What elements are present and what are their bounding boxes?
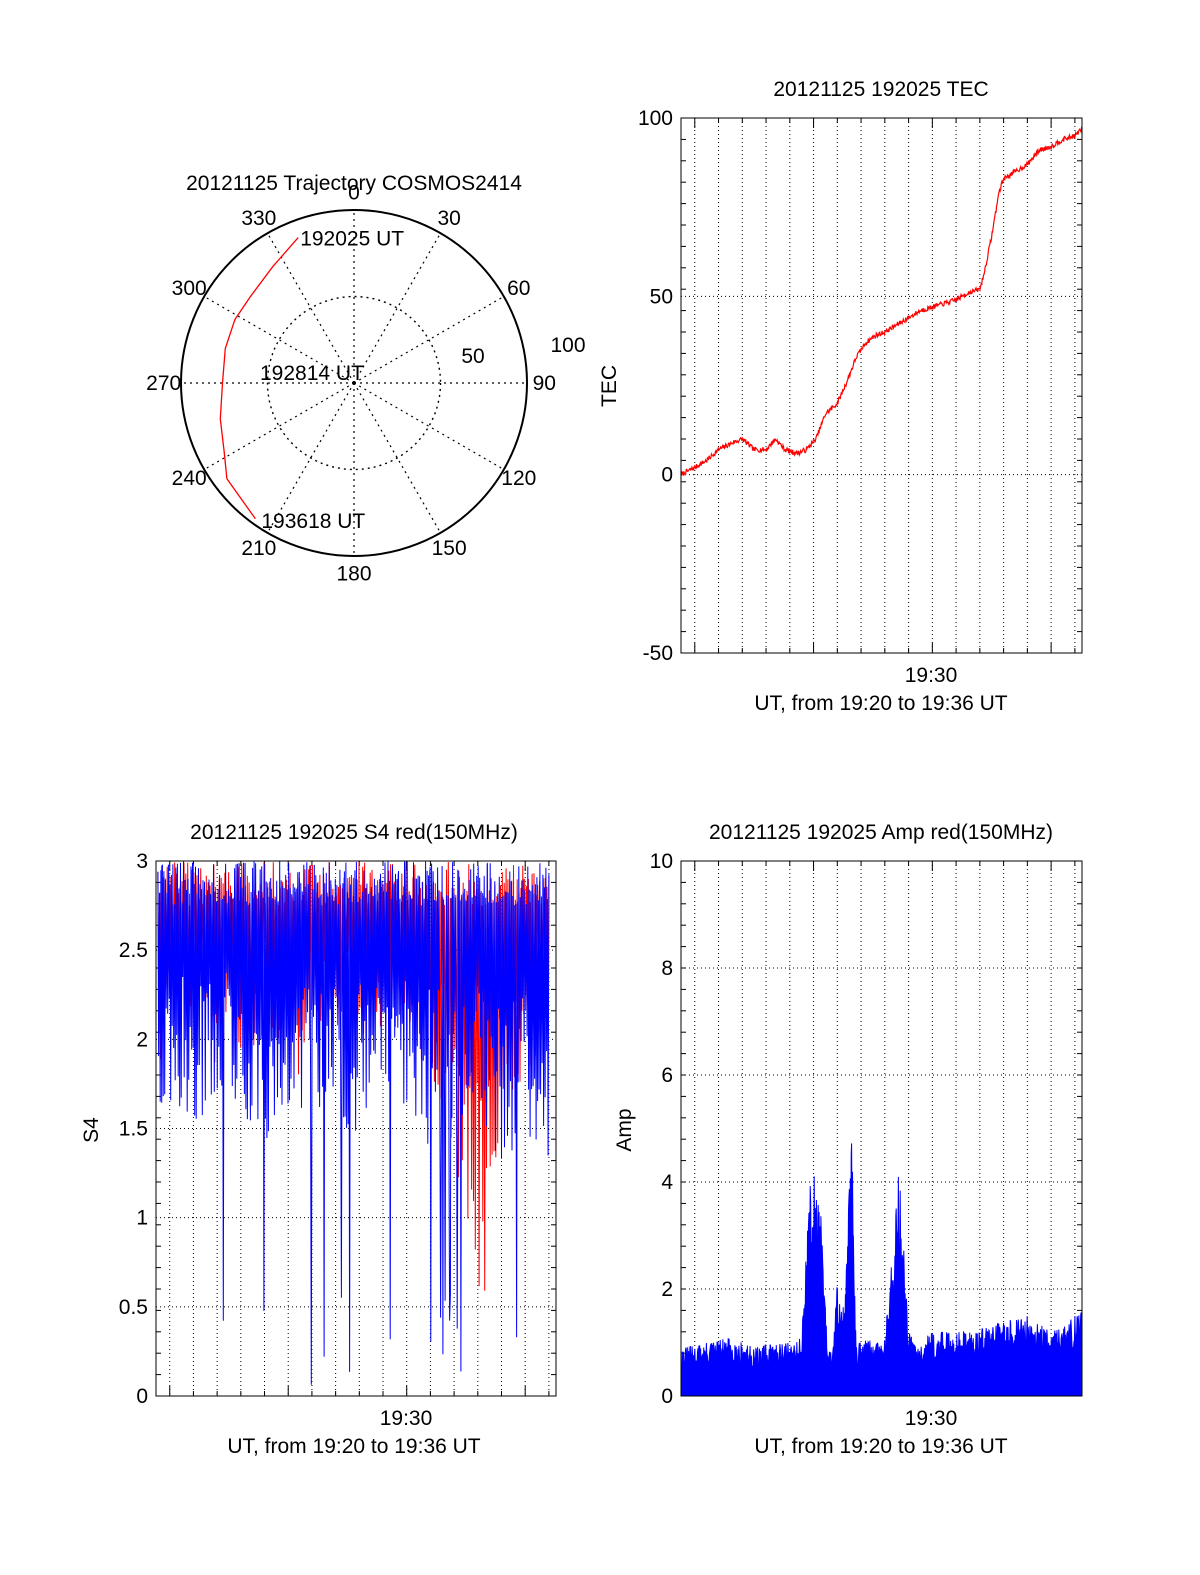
y-tick-label: 2.5	[119, 939, 148, 962]
amp-blue-area	[680, 1143, 1083, 1397]
polar-outer-ring	[180, 209, 528, 557]
s4-series	[157, 861, 550, 1385]
polar-angle-label: 180	[336, 562, 371, 585]
polar-angle-label: 60	[507, 277, 530, 300]
polar-angle-labels: 0 30 60 90 120 150 180 210 240 270 300 330	[146, 182, 556, 586]
polar-annotation: 193618 UT	[261, 510, 365, 533]
polar-annotation: 192025 UT	[300, 228, 404, 251]
trajectory-line	[219, 237, 299, 520]
polar-grid	[181, 210, 527, 556]
amp-yticks: 0 2 4 6 8 10	[650, 850, 674, 1408]
polar-spoke	[266, 232, 355, 384]
polar-annotations: 192025 UT 192814 UT 193618 UT	[260, 228, 404, 533]
polar-angle-label: 270	[146, 372, 181, 395]
polar-angle-label: 90	[533, 372, 556, 395]
polar-trajectory-plot: 20121125 Trajectory COSMOS2414 0 30 60 90 12…	[146, 172, 585, 585]
polar-title: 20121125 Trajectory COSMOS2414	[186, 172, 522, 195]
tec-frame	[680, 117, 1083, 654]
polar-angle-label: 300	[172, 277, 207, 300]
polar-angle-label: 150	[432, 537, 467, 560]
y-tick-label: 10	[650, 850, 673, 873]
tec-xtick-label: 19:30	[905, 664, 958, 687]
tec-xlabel: UT, from 19:20 to 19:36 UT	[754, 692, 1007, 715]
s4-xtick-label: 19:30	[380, 1407, 433, 1430]
polar-radial-label: 100	[550, 334, 585, 357]
s4-blue-line	[157, 861, 550, 1385]
s4-frame	[155, 860, 557, 1397]
polar-spoke	[203, 295, 355, 384]
polar-spoke	[203, 382, 355, 471]
y-tick-label: 1.5	[119, 1118, 148, 1141]
polar-spoke	[353, 295, 505, 384]
y-tick-label: 0	[136, 1385, 148, 1408]
y-tick-label: 1	[136, 1207, 148, 1230]
polar-radial-labels: 50 100	[461, 334, 585, 368]
y-tick-label: 8	[661, 957, 673, 980]
amp-ylabel: Amp	[613, 1108, 636, 1151]
y-tick-label: 100	[638, 107, 673, 130]
polar-spoke	[353, 382, 505, 471]
polar-angle-label: 240	[172, 467, 207, 490]
tec-yticks: -50 0 50 100	[638, 107, 673, 665]
tec-plot: 20121125 192025 TEC TEC UT, from 19:20 t…	[598, 78, 1083, 715]
amp-series	[680, 1143, 1083, 1397]
y-tick-label: 2	[136, 1028, 148, 1051]
amp-xlabel: UT, from 19:20 to 19:36 UT	[754, 1435, 1007, 1458]
y-tick-label: 50	[650, 285, 673, 308]
y-tick-label: 0	[661, 1385, 673, 1408]
s4-title: 20121125 192025 S4 red(150MHz)	[190, 821, 518, 844]
y-tick-label: 0	[661, 464, 673, 487]
y-tick-label: -50	[643, 642, 673, 665]
polar-angle-label: 120	[501, 467, 536, 490]
y-tick-label: 0.5	[119, 1296, 148, 1319]
tec-grid	[681, 117, 1082, 654]
s4-xlabel: UT, from 19:20 to 19:36 UT	[227, 1435, 480, 1458]
tec-ylabel: TEC	[598, 365, 621, 407]
amp-title: 20121125 192025 Amp red(150MHz)	[709, 821, 1053, 844]
s4-plot: 20121125 192025 S4 red(150MHz) S4 UT, fr…	[80, 821, 557, 1458]
amp-plot: 20121125 192025 Amp red(150MHz) Amp UT, …	[613, 821, 1083, 1458]
y-tick-label: 6	[661, 1064, 673, 1087]
y-tick-label: 3	[136, 850, 148, 873]
polar-annotation: 192814 UT	[260, 362, 364, 385]
s4-ylabel: S4	[80, 1117, 103, 1143]
tec-series-line	[680, 126, 1083, 477]
polar-angle-label: 0	[348, 182, 360, 205]
amp-frame	[680, 860, 1083, 1397]
polar-ring-50	[266, 295, 442, 471]
tec-title: 20121125 192025 TEC	[773, 78, 988, 101]
polar-spoke	[353, 232, 442, 384]
y-tick-label: 2	[661, 1278, 673, 1301]
polar-angle-label: 330	[241, 207, 276, 230]
polar-angle-label: 210	[241, 537, 276, 560]
polar-spoke	[353, 382, 442, 534]
s4-yticks: 0 0.5 1 1.5 2 2.5 3	[119, 850, 148, 1408]
polar-radial-label: 50	[461, 345, 484, 368]
amp-xtick-label: 19:30	[905, 1407, 958, 1430]
polar-angle-label: 30	[437, 207, 460, 230]
polar-spoke	[266, 382, 355, 534]
y-tick-label: 4	[661, 1171, 673, 1194]
amp-grid	[681, 860, 1082, 1397]
